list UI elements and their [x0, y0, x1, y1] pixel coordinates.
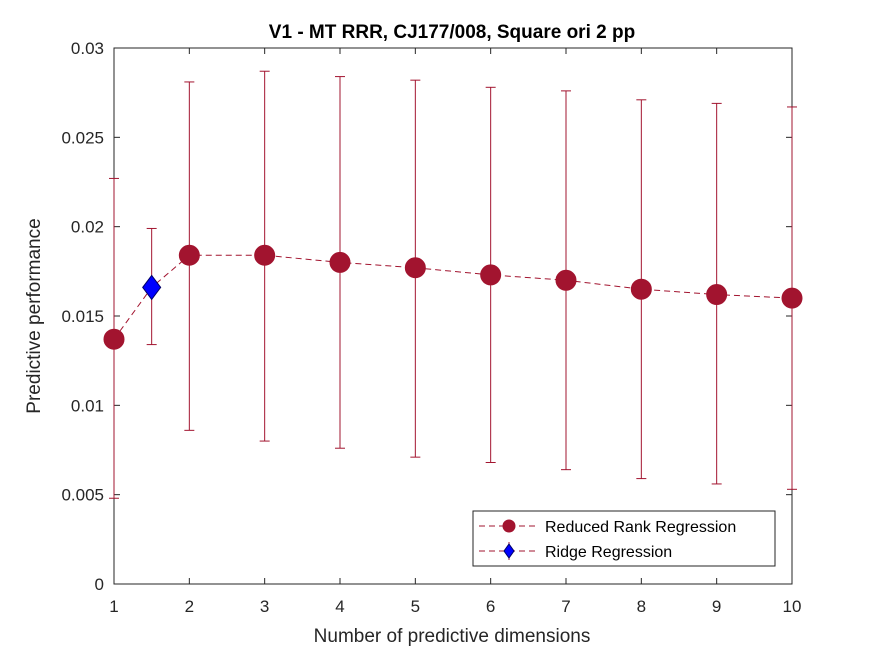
data-point-rrr [254, 244, 276, 266]
legend-marker-diamond [503, 543, 515, 559]
x-tick-label: 7 [561, 597, 570, 616]
legend-marker-circle [502, 519, 516, 533]
data-point-rrr [706, 284, 728, 306]
y-tick-label: 0.005 [61, 486, 104, 505]
x-tick-label: 2 [185, 597, 194, 616]
x-tick-label: 10 [783, 597, 802, 616]
data-point-rrr [329, 251, 351, 273]
legend-box [472, 510, 776, 567]
x-tick-label: 1 [109, 597, 118, 616]
data-point-rrr [555, 269, 577, 291]
y-tick-label: 0.02 [71, 218, 104, 237]
y-tick-label: 0 [95, 575, 104, 594]
data-point-rrr [480, 264, 502, 286]
plot-area: 1 2 3 4 5 6 7 8 9 10 0 0.005 0.01 0.015 0.02 0.025 0.03 [61, 39, 803, 616]
data-point-rrr [103, 328, 125, 350]
legend-label: Reduced Rank Regression [545, 519, 736, 536]
x-tick-label: 8 [637, 597, 646, 616]
axes-box [113, 47, 793, 585]
y-tick-label: 0.025 [61, 128, 104, 147]
data-point-rrr [178, 244, 200, 266]
y-tick-label: 0.01 [71, 396, 104, 415]
y-tick-label: 0.015 [61, 307, 104, 326]
data-point-rrr [404, 257, 426, 279]
x-tick-label: 4 [335, 597, 344, 616]
y-axis-label: Predictive performance [24, 218, 45, 413]
x-tick-label: 6 [486, 597, 495, 616]
data-point-rrr [630, 278, 652, 300]
data-point-rrr [781, 287, 803, 309]
x-axis-label: Number of predictive dimensions [314, 626, 591, 647]
x-tick-label: 3 [260, 597, 269, 616]
x-tick-label: 9 [712, 597, 721, 616]
data-point-ridge [142, 274, 162, 301]
legend: Reduced Rank Regression Ridge Regression [472, 510, 776, 567]
x-tick-label: 5 [411, 597, 420, 616]
y-tick-label: 0.03 [71, 39, 104, 58]
legend-label: Ridge Regression [545, 544, 672, 561]
chart-title: V1 - MT RRR, CJ177/008, Square ori 2 pp [269, 22, 635, 43]
